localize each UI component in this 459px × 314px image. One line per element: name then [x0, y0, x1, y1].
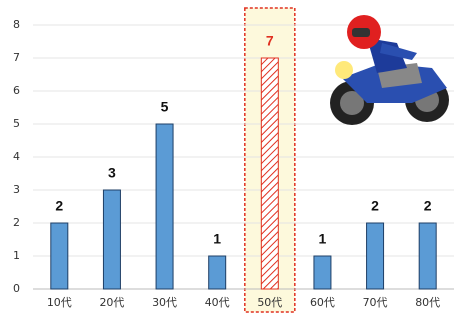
bar: [209, 256, 226, 289]
page: 0 1 2 3 4 5 6 7 8 10代 2 20代 3 30代 5 40代 1 50代 7 60代 1 70代 2 80…: [0, 0, 459, 314]
bar: [51, 223, 68, 289]
bar: [314, 256, 331, 289]
y-tick-label: 8: [13, 18, 20, 31]
value-label: 3: [108, 165, 116, 181]
value-label: 2: [55, 198, 63, 214]
x-tick-label: 80代: [415, 296, 440, 309]
y-tick-label: 0: [13, 282, 20, 295]
motorcycle-illustration: [330, 15, 449, 125]
x-tick-label: 30代: [152, 296, 177, 309]
y-tick-label: 5: [13, 117, 20, 130]
bar: [367, 223, 384, 289]
y-tick-label: 3: [13, 183, 20, 196]
y-tick-label: 1: [13, 249, 20, 262]
bar: [156, 124, 173, 289]
value-label: 1: [213, 231, 221, 247]
y-tick-label: 6: [13, 84, 20, 97]
bar: [103, 190, 120, 289]
value-label: 1: [319, 231, 327, 247]
bar: [261, 58, 278, 289]
bar: [419, 223, 436, 289]
x-tick-label: 70代: [363, 296, 388, 309]
x-tick-label: 40代: [205, 296, 230, 309]
x-tick-label: 10代: [47, 296, 72, 309]
value-label: 7: [266, 33, 274, 49]
value-label: 2: [424, 198, 432, 214]
x-tick-label: 20代: [99, 296, 124, 309]
x-tick-label: 50代: [257, 296, 282, 309]
x-tick-label: 60代: [310, 296, 335, 309]
value-label: 5: [161, 99, 169, 115]
chart: 0 1 2 3 4 5 6 7 8 10代 2 20代 3 30代 5 40代 1 50代 7 60代 1 70代 2 80…: [0, 0, 459, 314]
y-tick-label: 4: [13, 150, 20, 163]
y-tick-label: 7: [13, 51, 20, 64]
value-label: 2: [371, 198, 379, 214]
y-tick-label: 2: [13, 216, 20, 229]
